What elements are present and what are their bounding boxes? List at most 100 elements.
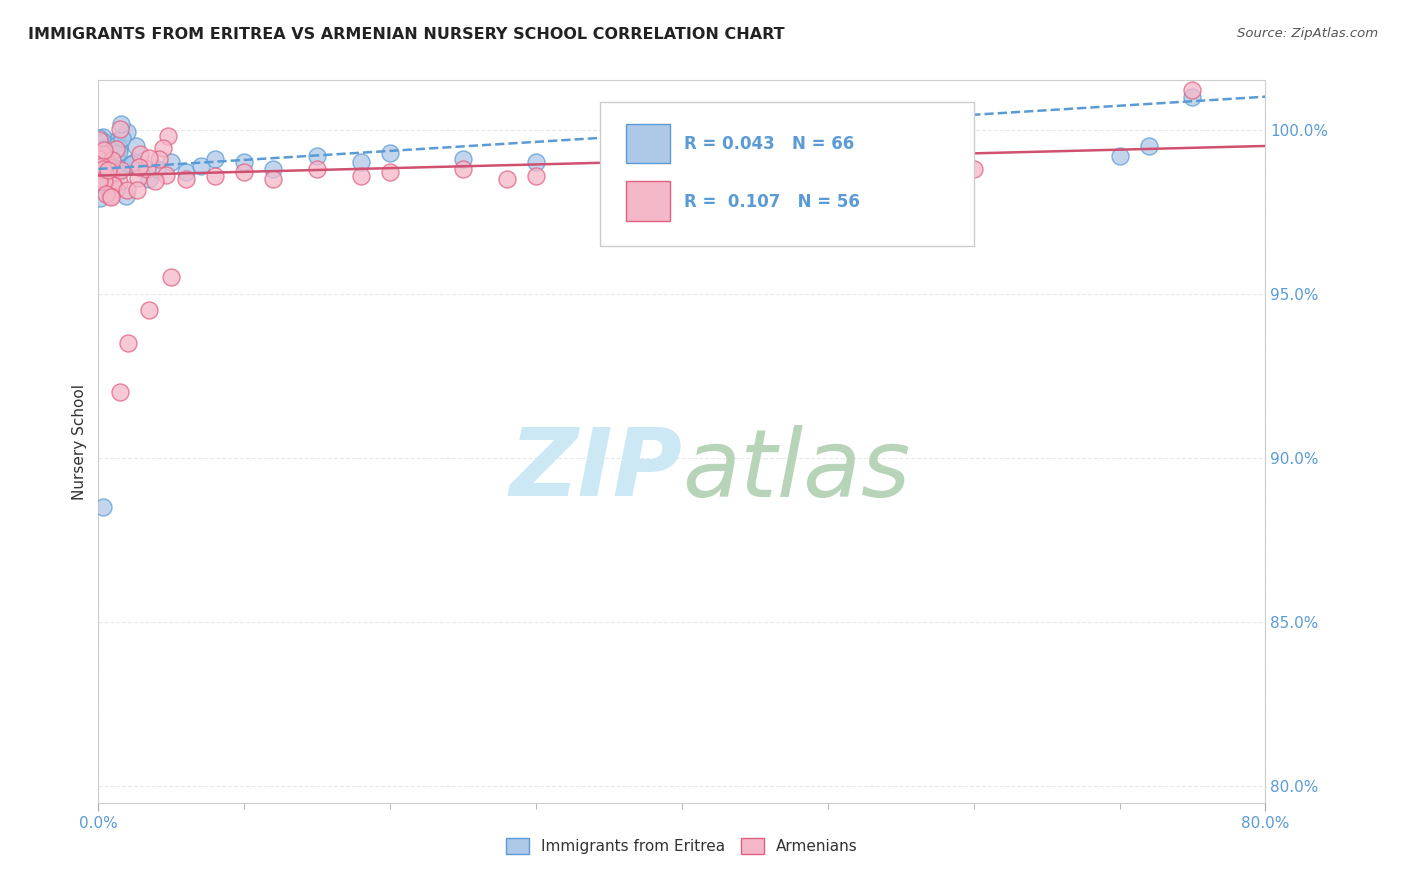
Point [104, 182, 127, 196]
Point [1181, 83, 1204, 97]
Point [233, 165, 256, 179]
Point [107, 133, 129, 147]
Point [111, 161, 134, 175]
Point [204, 169, 226, 183]
Point [136, 161, 159, 176]
Point [93, 153, 115, 167]
Point [98, 160, 121, 174]
Point [96, 160, 118, 174]
Point [108, 145, 131, 160]
Point [89, 152, 111, 166]
Point [90, 151, 112, 165]
Point [90, 139, 112, 153]
Point [107, 141, 129, 155]
Point [143, 174, 166, 188]
Point [263, 161, 285, 176]
Point [138, 303, 160, 318]
Point [115, 183, 138, 197]
Point [233, 155, 256, 169]
Point [89, 159, 111, 173]
Point [598, 159, 620, 173]
Point [90, 145, 112, 159]
Point [174, 165, 197, 179]
Text: R = 0.043   N = 66: R = 0.043 N = 66 [685, 135, 855, 153]
Point [744, 171, 766, 186]
Point [160, 155, 183, 169]
Point [817, 155, 839, 169]
Point [1137, 139, 1160, 153]
Point [97, 184, 120, 198]
Point [100, 190, 122, 204]
Point [155, 168, 177, 182]
Point [93, 170, 115, 185]
Point [160, 270, 183, 285]
Point [91, 165, 114, 179]
Point [138, 151, 160, 165]
Y-axis label: Nursery School: Nursery School [72, 384, 87, 500]
Point [97, 169, 120, 183]
Point [380, 145, 402, 160]
Point [122, 155, 145, 169]
Point [671, 169, 693, 183]
Point [98, 189, 121, 203]
Point [111, 130, 134, 145]
Point [96, 186, 118, 201]
Point [451, 152, 474, 166]
Point [97, 162, 120, 177]
Point [90, 142, 112, 156]
Point [89, 161, 111, 175]
Point [93, 154, 115, 169]
Point [890, 169, 912, 183]
Legend: Immigrants from Eritrea, Armenians: Immigrants from Eritrea, Armenians [501, 832, 863, 860]
Point [90, 159, 112, 173]
Point [105, 138, 128, 153]
Point [90, 153, 112, 168]
Point [190, 159, 212, 173]
Point [127, 183, 149, 197]
Point [263, 171, 285, 186]
Point [89, 173, 111, 187]
Point [108, 122, 131, 136]
Point [817, 165, 839, 179]
Point [350, 155, 373, 169]
Point [117, 336, 139, 351]
Point [451, 161, 474, 176]
Point [307, 149, 329, 163]
Point [121, 157, 143, 171]
Point [93, 173, 115, 187]
Point [152, 141, 174, 155]
Point [91, 500, 114, 515]
Point [93, 173, 115, 187]
Point [94, 170, 117, 185]
Point [93, 161, 115, 176]
Point [350, 169, 373, 183]
Point [110, 385, 132, 400]
Point [115, 189, 138, 203]
Point [89, 131, 111, 145]
Point [129, 147, 152, 161]
Point [98, 153, 121, 168]
Point [128, 161, 150, 175]
Point [156, 129, 179, 144]
Point [107, 175, 129, 189]
Point [96, 146, 118, 161]
Point [94, 152, 117, 166]
Point [98, 135, 121, 149]
Point [91, 146, 114, 161]
Point [307, 161, 329, 176]
Text: R =  0.107   N = 56: R = 0.107 N = 56 [685, 193, 860, 211]
Point [89, 133, 111, 147]
Point [104, 151, 127, 165]
Point [89, 161, 111, 176]
Point [89, 191, 111, 205]
Point [962, 161, 984, 176]
Point [100, 167, 122, 181]
Point [89, 162, 111, 177]
Point [110, 117, 132, 131]
Point [380, 165, 402, 179]
Point [90, 171, 112, 186]
Point [110, 156, 132, 170]
Point [104, 157, 127, 171]
Point [127, 170, 149, 185]
Point [148, 152, 170, 166]
